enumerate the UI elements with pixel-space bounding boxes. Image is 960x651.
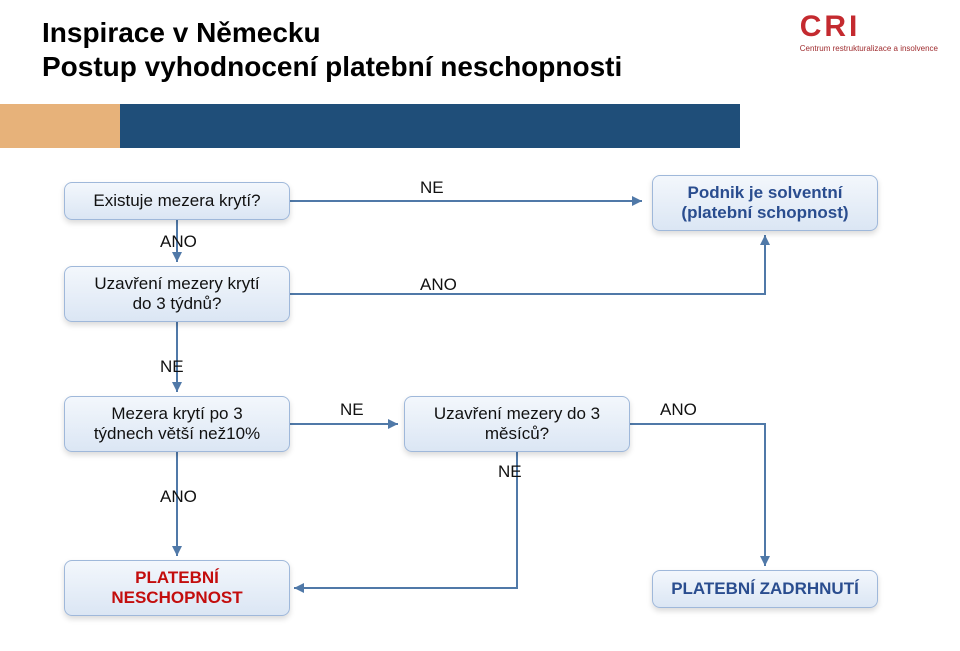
logo-sub: Centrum restrukturalizace a insolvence (800, 44, 938, 53)
edge-label-ano-q4: ANO (660, 400, 697, 420)
edge-label-ne-q1: NE (420, 178, 444, 198)
node-q-close-3months: Uzavření mezery do 3měsíců? (404, 396, 630, 452)
node-q-close-3weeks: Uzavření mezery krytído 3 týdnů? (64, 266, 290, 322)
arrows-layer (0, 0, 960, 651)
title-line2: Postup vyhodnocení platební neschopnosti (42, 51, 622, 82)
edge-label-ano-q2: ANO (420, 275, 457, 295)
logo: CRI Centrum restrukturalizace a insolven… (800, 10, 938, 53)
title-line1: Inspirace v Německu (42, 17, 321, 48)
edge-label-ano-q1: ANO (160, 232, 197, 252)
node-q-gap-gt10: Mezera krytí po 3týdnech větší než10% (64, 396, 290, 452)
page-title: Inspirace v Německu Postup vyhodnocení p… (42, 16, 622, 83)
node-outcome-insolvent: PLATEBNÍNESCHOPNOST (64, 560, 290, 616)
node-outcome-solvent: Podnik je solventní(platební schopnost) (652, 175, 878, 231)
header-accent (0, 104, 120, 148)
node-q-coverage-gap: Existuje mezera krytí? (64, 182, 290, 220)
node-outcome-zadrhnuti: PLATEBNÍ ZADRHNUTÍ (652, 570, 878, 608)
edge-label-ne-q4: NE (498, 462, 522, 482)
edge-label-ano-q3: ANO (160, 487, 197, 507)
logo-main: CRI (800, 10, 938, 44)
edge-label-ne-q3: NE (340, 400, 364, 420)
edge-label-ne-q2: NE (160, 357, 184, 377)
